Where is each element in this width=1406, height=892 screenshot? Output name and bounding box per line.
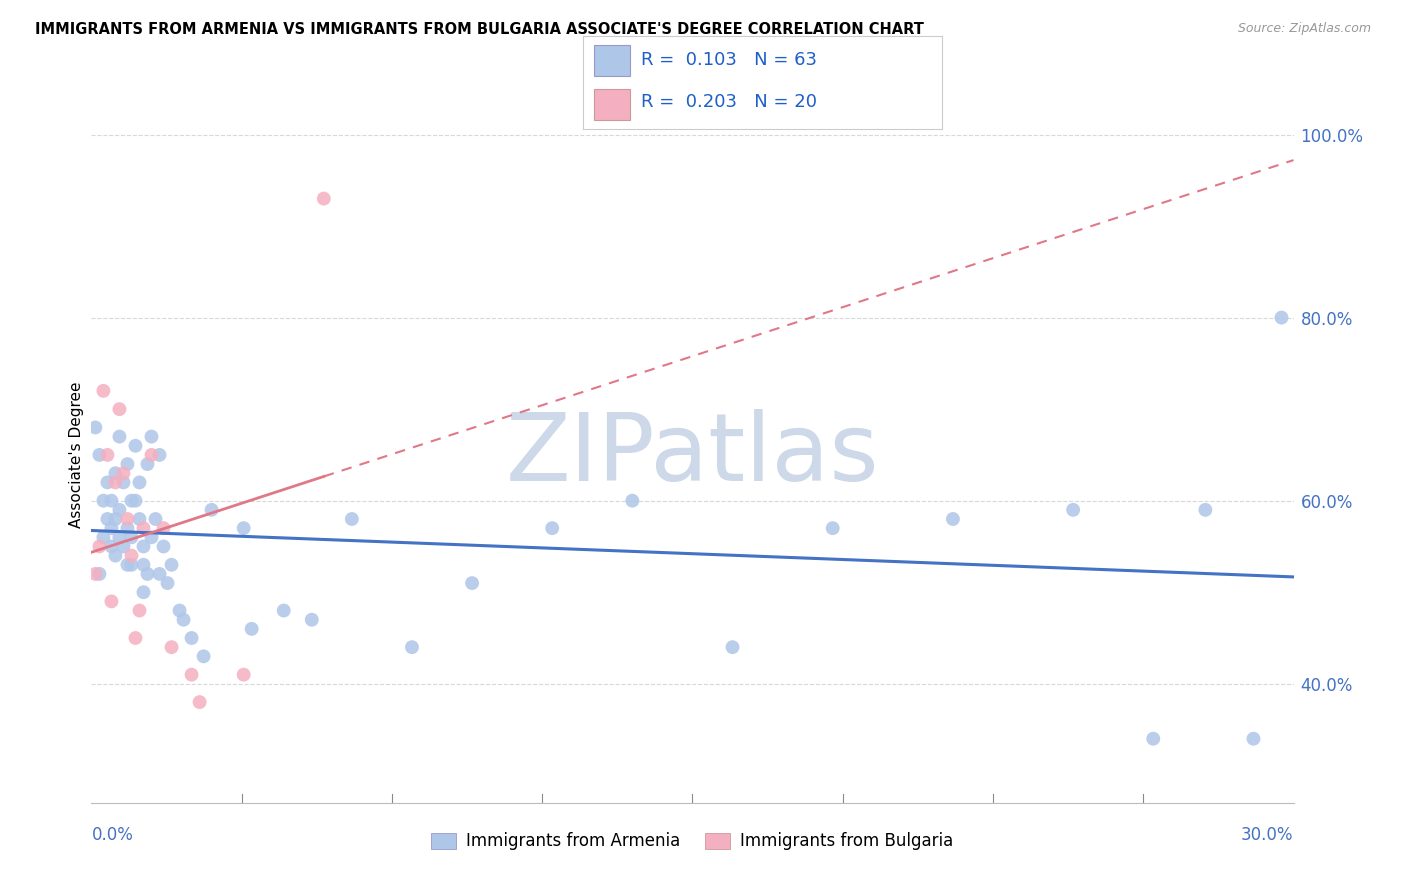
- Text: Source: ZipAtlas.com: Source: ZipAtlas.com: [1237, 22, 1371, 36]
- Legend: Immigrants from Armenia, Immigrants from Bulgaria: Immigrants from Armenia, Immigrants from…: [425, 826, 960, 857]
- Point: [193, 649, 215, 664]
- Point: [160, 558, 183, 572]
- Point: [104, 475, 127, 490]
- Point: [136, 566, 159, 581]
- Point: [121, 530, 143, 544]
- FancyBboxPatch shape: [595, 89, 630, 120]
- Text: R =  0.103   N = 63: R = 0.103 N = 63: [641, 51, 817, 69]
- Point: [942, 512, 965, 526]
- Point: [112, 467, 135, 481]
- Point: [104, 467, 127, 481]
- Point: [112, 475, 135, 490]
- Point: [117, 521, 139, 535]
- Point: [128, 603, 150, 617]
- Point: [160, 640, 183, 655]
- Point: [84, 420, 107, 434]
- Point: [148, 566, 170, 581]
- Point: [301, 613, 323, 627]
- Point: [124, 439, 146, 453]
- Point: [100, 540, 122, 554]
- Point: [117, 512, 139, 526]
- Point: [136, 457, 159, 471]
- Point: [541, 521, 564, 535]
- Point: [232, 521, 254, 535]
- Point: [312, 192, 335, 206]
- Point: [152, 540, 174, 554]
- Point: [121, 558, 143, 572]
- Point: [124, 631, 146, 645]
- Text: R =  0.203   N = 20: R = 0.203 N = 20: [641, 93, 817, 111]
- Point: [84, 566, 107, 581]
- Point: [145, 512, 167, 526]
- Point: [121, 549, 143, 563]
- Point: [117, 457, 139, 471]
- Point: [96, 448, 118, 462]
- Point: [156, 576, 179, 591]
- Point: [141, 429, 163, 443]
- Point: [621, 493, 644, 508]
- Point: [1142, 731, 1164, 746]
- Point: [132, 521, 155, 535]
- Point: [128, 512, 150, 526]
- Point: [1194, 503, 1216, 517]
- Point: [100, 594, 122, 608]
- Point: [128, 475, 150, 490]
- Point: [93, 530, 115, 544]
- Point: [240, 622, 263, 636]
- Point: [117, 558, 139, 572]
- Point: [96, 512, 118, 526]
- Point: [96, 475, 118, 490]
- Point: [89, 448, 111, 462]
- Point: [180, 631, 202, 645]
- Point: [1243, 731, 1265, 746]
- Point: [821, 521, 844, 535]
- Point: [108, 503, 131, 517]
- Text: ZIPatlas: ZIPatlas: [506, 409, 879, 501]
- Point: [188, 695, 211, 709]
- Point: [104, 549, 127, 563]
- Point: [132, 540, 155, 554]
- Point: [89, 540, 111, 554]
- Point: [100, 521, 122, 535]
- Point: [1270, 310, 1292, 325]
- Text: 0.0%: 0.0%: [91, 826, 134, 844]
- Point: [721, 640, 744, 655]
- Point: [89, 566, 111, 581]
- Point: [401, 640, 423, 655]
- Point: [132, 558, 155, 572]
- Point: [93, 493, 115, 508]
- Point: [148, 448, 170, 462]
- Y-axis label: Associate's Degree: Associate's Degree: [69, 382, 84, 528]
- Point: [132, 585, 155, 599]
- Point: [461, 576, 484, 591]
- Point: [124, 493, 146, 508]
- Point: [173, 613, 195, 627]
- Point: [1062, 503, 1084, 517]
- Point: [108, 429, 131, 443]
- Point: [141, 448, 163, 462]
- Point: [108, 530, 131, 544]
- Point: [201, 503, 224, 517]
- Point: [93, 384, 115, 398]
- Text: IMMIGRANTS FROM ARMENIA VS IMMIGRANTS FROM BULGARIA ASSOCIATE'S DEGREE CORRELATI: IMMIGRANTS FROM ARMENIA VS IMMIGRANTS FR…: [35, 22, 924, 37]
- Point: [180, 667, 202, 681]
- Text: 30.0%: 30.0%: [1241, 826, 1294, 844]
- Point: [121, 493, 143, 508]
- Point: [340, 512, 363, 526]
- Point: [100, 493, 122, 508]
- Point: [108, 402, 131, 417]
- Point: [152, 521, 174, 535]
- FancyBboxPatch shape: [595, 45, 630, 76]
- Point: [112, 540, 135, 554]
- Point: [232, 667, 254, 681]
- Point: [273, 603, 295, 617]
- Point: [104, 512, 127, 526]
- Point: [141, 530, 163, 544]
- Point: [169, 603, 191, 617]
